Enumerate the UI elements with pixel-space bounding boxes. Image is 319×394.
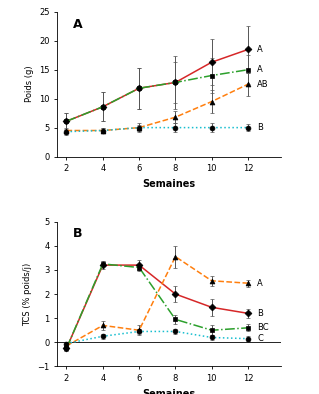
- X-axis label: Semaines: Semaines: [143, 388, 196, 394]
- Y-axis label: Poids (g): Poids (g): [25, 66, 34, 102]
- Text: BC: BC: [257, 323, 269, 332]
- Text: A: A: [73, 18, 83, 31]
- Text: B: B: [73, 227, 83, 240]
- Y-axis label: TCS (% poids/j): TCS (% poids/j): [23, 262, 32, 326]
- X-axis label: Semaines: Semaines: [143, 179, 196, 189]
- Text: B: B: [257, 123, 263, 132]
- Text: A: A: [257, 65, 263, 74]
- Text: C: C: [257, 334, 263, 343]
- Text: A: A: [257, 279, 263, 288]
- Text: B: B: [257, 309, 263, 318]
- Text: AB: AB: [257, 80, 269, 89]
- Text: A: A: [257, 45, 263, 54]
